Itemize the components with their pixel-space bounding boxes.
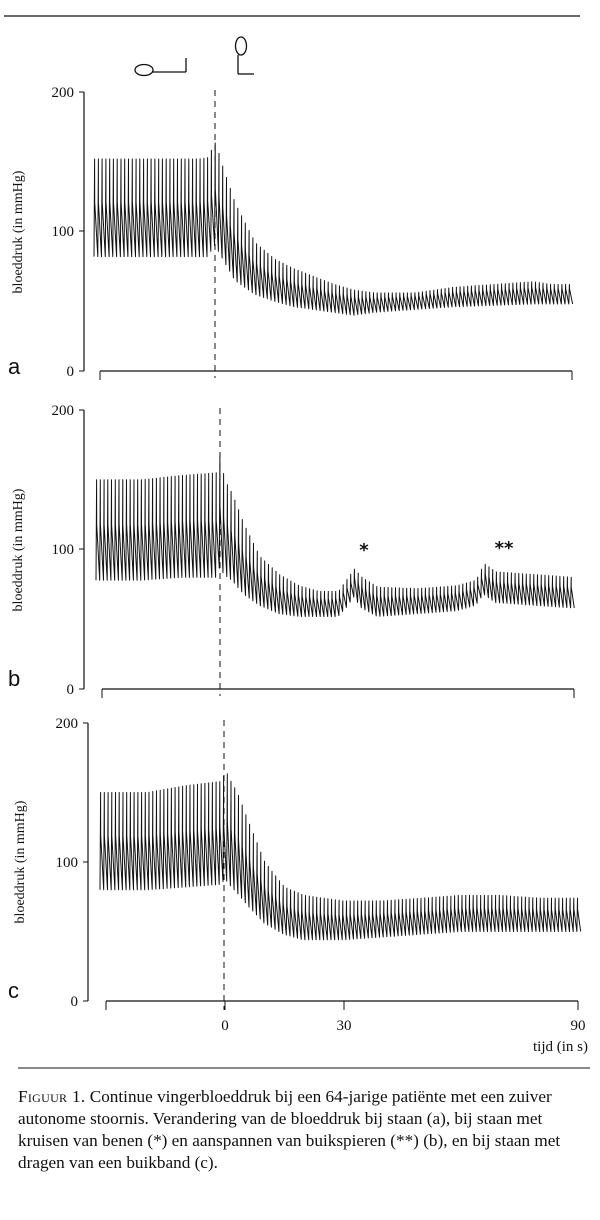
y-tick-label-100: 100 <box>56 855 79 871</box>
standing-icon <box>234 36 254 75</box>
panel-b: 200 100 0 bloeddruk (in mmHg) b * ** <box>8 403 575 698</box>
y-tick-label-100: 100 <box>52 224 75 240</box>
panel-label-c: c <box>8 978 19 1003</box>
annotation-abdominal-tension: ** <box>495 538 514 559</box>
y-tick-label-0: 0 <box>67 364 75 380</box>
caption-lead: Figuur 1. <box>18 1087 86 1106</box>
bp-waveform <box>95 455 575 617</box>
y-axis-title: bloeddruk (in mmHg) <box>13 800 28 923</box>
annotation-legs-crossed: * <box>359 540 369 561</box>
y-tick-label-0: 0 <box>71 994 79 1010</box>
caption-text: Continue vingerbloeddruk bij een 64-jari… <box>18 1087 561 1172</box>
figure: 200 100 0 bloeddruk (in mmHg) a 200 100 … <box>4 15 590 1069</box>
panel-label-a: a <box>8 354 21 379</box>
panel-a: 200 100 0 bloeddruk (in mmHg) a <box>8 85 574 380</box>
bp-trace-b <box>95 455 575 617</box>
y-tick-label-0: 0 <box>67 682 75 698</box>
y-tick-label-200: 200 <box>52 403 75 419</box>
x-tick-label-0: 0 <box>221 1018 229 1034</box>
y-tick-label-100: 100 <box>52 542 75 558</box>
bp-trace-a <box>93 142 574 316</box>
figure-caption: Figuur 1. Continue vingerbloeddruk bij e… <box>18 1086 590 1174</box>
x-tick-label-30: 30 <box>337 1018 352 1034</box>
panel-c: 200 100 0 bloeddruk (in mmHg) c 0 30 90 … <box>8 716 588 1055</box>
bp-waveform <box>93 142 574 316</box>
bp-waveform <box>99 773 582 941</box>
x-axis-title: tijd (in s) <box>533 1039 588 1055</box>
y-axis-title: bloeddruk (in mmHg) <box>11 488 26 611</box>
panel-label-b: b <box>8 666 20 691</box>
x-tick-label-90: 90 <box>571 1018 586 1034</box>
bp-trace-c <box>99 773 582 941</box>
lying-icon <box>134 58 187 77</box>
y-tick-label-200: 200 <box>56 716 79 732</box>
y-tick-label-200: 200 <box>52 85 75 101</box>
y-axis-title: bloeddruk (in mmHg) <box>11 170 26 293</box>
